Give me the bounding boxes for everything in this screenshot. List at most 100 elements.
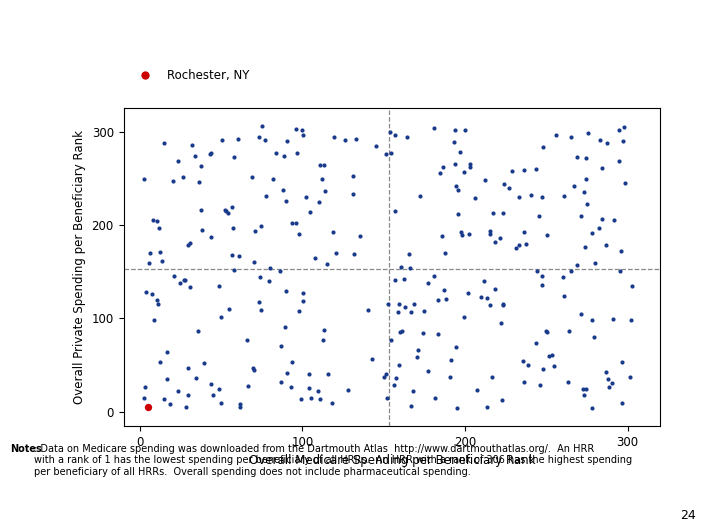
- Point: [571, 260, 582, 269]
- Point: [161, 375, 172, 384]
- Text: Beneficiary and Private Spending Per Beneficiary: Beneficiary and Private Spending Per Ben…: [8, 54, 532, 74]
- Point: [472, 386, 483, 394]
- Point: [233, 251, 244, 260]
- Point: [256, 222, 267, 230]
- Point: [362, 305, 373, 314]
- Point: [537, 193, 548, 201]
- Point: [429, 124, 440, 132]
- Point: [586, 316, 597, 324]
- Point: [348, 171, 359, 180]
- Point: [462, 288, 473, 297]
- Point: [456, 227, 467, 236]
- Point: [381, 394, 393, 402]
- Point: [220, 206, 231, 215]
- Point: [152, 300, 164, 308]
- Point: [290, 125, 301, 133]
- Point: [407, 387, 418, 395]
- Point: [140, 288, 152, 296]
- Point: [596, 164, 607, 172]
- Point: [390, 276, 401, 285]
- Point: [520, 240, 532, 248]
- Point: [530, 339, 542, 347]
- Point: [280, 197, 292, 205]
- Point: [558, 191, 569, 200]
- Point: [253, 298, 265, 307]
- Point: [465, 163, 476, 171]
- Point: [313, 197, 325, 206]
- Point: [282, 136, 293, 145]
- Point: [275, 378, 287, 387]
- Point: [436, 232, 448, 241]
- Point: [216, 313, 227, 322]
- Point: [182, 390, 193, 399]
- Point: [199, 359, 210, 367]
- Point: [419, 307, 430, 315]
- Point: [297, 131, 309, 139]
- Point: [354, 231, 366, 240]
- Point: [259, 136, 270, 144]
- Point: [434, 169, 445, 177]
- Point: [403, 250, 414, 259]
- Point: [350, 135, 361, 143]
- Point: [330, 249, 342, 257]
- Point: [494, 234, 505, 243]
- Point: [205, 380, 217, 388]
- Point: [348, 250, 359, 258]
- Point: [578, 390, 590, 399]
- Point: [282, 369, 293, 377]
- Point: [182, 241, 193, 249]
- Point: [581, 385, 592, 393]
- Point: [626, 316, 637, 324]
- Point: [398, 275, 409, 283]
- Point: [151, 296, 162, 304]
- Point: [213, 385, 225, 393]
- Point: [297, 289, 309, 298]
- Point: [418, 329, 429, 338]
- Point: [156, 257, 167, 265]
- Point: [174, 279, 185, 287]
- Point: [380, 370, 391, 378]
- Point: [138, 394, 150, 402]
- Point: [412, 346, 423, 354]
- Point: [275, 342, 287, 350]
- Point: [429, 394, 441, 402]
- Point: [544, 352, 555, 360]
- Point: [433, 330, 444, 338]
- Point: [287, 358, 298, 366]
- Point: [264, 277, 275, 286]
- Point: [405, 308, 417, 317]
- Point: [155, 358, 166, 366]
- Point: [316, 175, 328, 184]
- Point: [216, 136, 227, 145]
- Point: [253, 133, 265, 141]
- Point: [496, 318, 507, 327]
- Text: Scatter Plot of Ranking of Medicare Spending Per: Scatter Plot of Ranking of Medicare Spen…: [8, 19, 534, 38]
- Point: [405, 402, 417, 410]
- Point: [518, 377, 530, 386]
- Point: [305, 394, 316, 402]
- Point: [510, 243, 522, 252]
- Point: [292, 149, 303, 157]
- Point: [479, 277, 490, 286]
- Point: [295, 395, 306, 403]
- Point: [613, 126, 624, 134]
- Point: [277, 185, 288, 194]
- Point: [450, 343, 461, 351]
- Point: [615, 247, 626, 256]
- Point: [300, 193, 311, 202]
- Point: [602, 139, 613, 148]
- Point: [537, 143, 549, 151]
- Point: [627, 282, 638, 290]
- Point: [449, 138, 460, 146]
- Point: [192, 327, 203, 335]
- Point: [159, 395, 170, 404]
- Point: [385, 149, 396, 157]
- Point: [449, 159, 460, 168]
- Point: [458, 313, 469, 322]
- Point: [322, 370, 333, 379]
- Point: [220, 206, 232, 215]
- Point: [559, 292, 570, 300]
- Point: [222, 208, 234, 217]
- Point: [564, 326, 575, 335]
- Point: [303, 384, 314, 392]
